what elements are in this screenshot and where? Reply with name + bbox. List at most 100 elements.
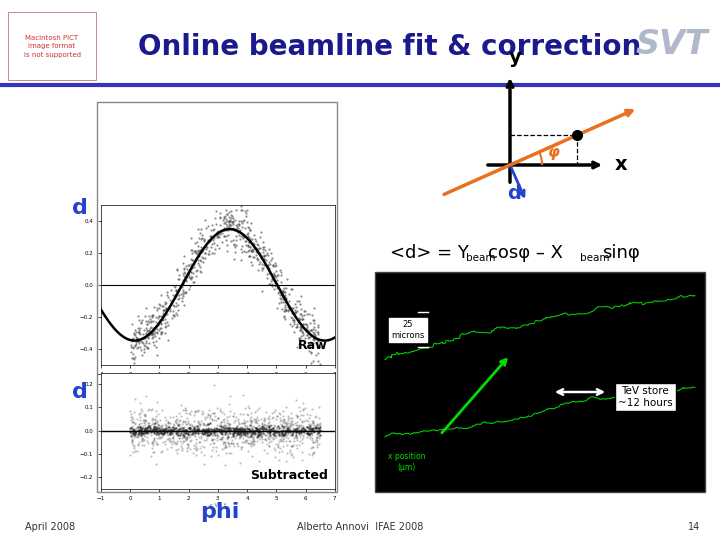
Point (228, 430, 239, 438)
Point (161, 428, 173, 437)
Point (192, 259, 204, 267)
Point (142, 343, 153, 352)
Point (138, 334, 150, 342)
Point (137, 429, 148, 437)
Point (304, 449, 315, 458)
Point (132, 312, 143, 321)
Point (284, 421, 296, 429)
Point (240, 437, 252, 446)
Point (191, 422, 202, 430)
Point (232, 424, 243, 433)
Point (271, 272, 282, 281)
Text: phi: phi (200, 502, 240, 522)
Point (196, 429, 207, 437)
Point (164, 429, 176, 438)
Point (206, 446, 217, 454)
Point (271, 426, 282, 435)
Point (192, 427, 203, 435)
Point (163, 320, 174, 329)
Point (179, 426, 190, 435)
Point (283, 427, 294, 436)
Point (187, 269, 199, 278)
Point (298, 310, 310, 319)
Point (306, 451, 318, 460)
Point (145, 328, 157, 336)
Point (225, 237, 237, 245)
Point (191, 421, 202, 430)
Point (268, 428, 279, 436)
Point (140, 417, 151, 426)
Point (242, 410, 253, 418)
Point (234, 429, 246, 437)
Point (200, 224, 212, 233)
Point (297, 320, 309, 328)
Point (220, 421, 231, 430)
Point (197, 426, 209, 434)
Point (308, 427, 320, 435)
Text: cosφ – X: cosφ – X (488, 244, 563, 262)
Point (149, 423, 161, 432)
Point (194, 426, 205, 434)
Point (161, 291, 173, 300)
Point (147, 331, 158, 340)
Point (312, 428, 324, 436)
Point (127, 343, 139, 352)
Point (146, 327, 158, 336)
Point (144, 426, 156, 434)
Point (129, 447, 140, 456)
Point (127, 414, 139, 423)
Point (291, 427, 302, 435)
Point (264, 429, 276, 437)
Point (310, 424, 321, 433)
Point (294, 323, 306, 332)
Point (229, 215, 240, 224)
Point (180, 429, 192, 438)
Point (282, 307, 294, 315)
Point (173, 427, 184, 435)
Point (246, 261, 258, 269)
Point (282, 423, 293, 432)
Point (305, 428, 316, 437)
Point (222, 231, 234, 240)
Point (179, 273, 191, 281)
Point (223, 208, 235, 217)
Point (171, 440, 182, 448)
Point (189, 429, 201, 437)
Point (215, 417, 227, 426)
Point (184, 409, 196, 418)
Point (230, 431, 242, 440)
Point (177, 424, 189, 433)
Point (309, 413, 320, 421)
Point (281, 284, 292, 293)
Point (154, 300, 166, 309)
Point (273, 409, 284, 417)
Point (288, 427, 300, 435)
Point (200, 242, 212, 251)
Point (266, 421, 277, 430)
Point (247, 428, 258, 437)
Point (228, 429, 239, 438)
Point (251, 425, 263, 434)
Point (131, 432, 143, 441)
Point (204, 412, 216, 421)
Point (259, 430, 271, 439)
Point (193, 423, 204, 432)
Point (293, 422, 305, 431)
Point (147, 420, 158, 429)
Point (310, 339, 322, 348)
Point (134, 329, 145, 338)
Point (150, 440, 162, 449)
Point (204, 411, 215, 420)
Point (147, 418, 158, 427)
Point (132, 337, 143, 346)
Point (143, 427, 154, 435)
Point (224, 423, 235, 431)
Point (220, 236, 231, 245)
Point (225, 211, 236, 219)
Point (147, 338, 158, 346)
Point (158, 428, 169, 437)
Point (140, 428, 152, 437)
Point (176, 282, 187, 291)
Point (230, 248, 241, 256)
Point (276, 291, 287, 300)
